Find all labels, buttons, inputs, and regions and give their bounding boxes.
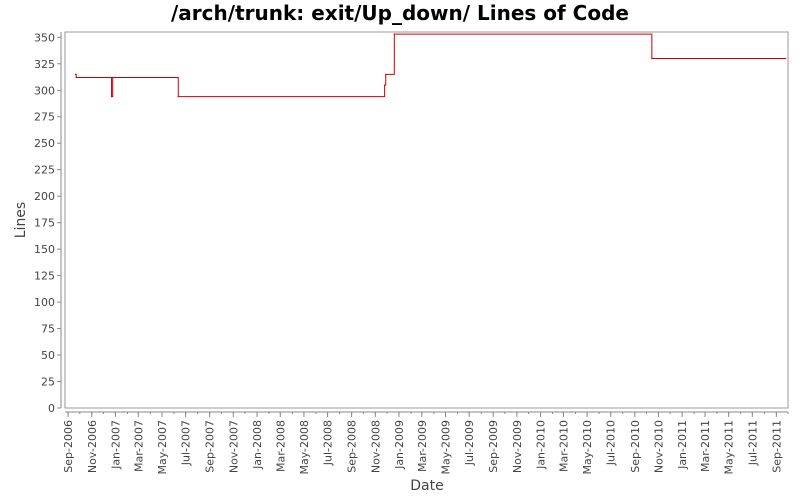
data-point	[112, 76, 114, 79]
x-tick-label: Jul-2009	[463, 420, 476, 466]
x-tick-label: Jan-2010	[535, 420, 548, 470]
y-axis-label: Lines	[13, 202, 29, 238]
x-axis-label: Date	[410, 478, 443, 494]
y-tick-label: 150	[34, 243, 55, 256]
x-tick-label: May-2010	[581, 420, 594, 475]
x-tick-label: Jul-2010	[605, 420, 618, 466]
y-tick-label: 250	[34, 137, 55, 150]
x-tick-label: May-2007	[156, 420, 169, 475]
data-point	[74, 73, 77, 75]
y-tick-label: 300	[34, 84, 55, 97]
y-tick-label: 75	[41, 323, 55, 336]
x-tick-label: Mar-2011	[699, 420, 712, 472]
x-tick-label: May-2008	[298, 420, 311, 475]
x-tick-label: Jul-2008	[322, 420, 335, 466]
y-tick-label: 175	[34, 217, 55, 230]
x-tick-label: Sep-2009	[487, 420, 500, 473]
plot-area	[64, 31, 789, 409]
y-tick-label: 275	[34, 111, 55, 124]
x-tick-label: Nov-2007	[227, 420, 240, 473]
x-tick-label: Sep-2008	[346, 420, 359, 473]
x-tick-label: Sep-2006	[62, 420, 75, 473]
data-point	[177, 96, 179, 98]
x-tick-label: Mar-2007	[132, 420, 145, 472]
x-tick-label: Jan-2009	[393, 420, 406, 470]
x-tick-label: Nov-2008	[369, 420, 382, 473]
y-tick-label: 0	[48, 402, 55, 415]
data-point	[75, 76, 77, 79]
x-tick-label: Nov-2009	[511, 420, 524, 473]
data-point	[385, 73, 387, 75]
y-tick-label: 25	[41, 376, 55, 389]
y-axis: 0 25 50 75 100 125 150 175 200 225 250 275 300 325 350	[34, 31, 62, 415]
x-tick-label: Mar-2009	[416, 420, 429, 472]
x-tick-label: Jul-2007	[180, 420, 193, 466]
x-tick-label: Jan-2011	[676, 420, 689, 470]
x-tick-label: Nov-2006	[86, 420, 99, 473]
plot-frame	[64, 31, 789, 409]
x-tick-label: Mar-2010	[557, 420, 570, 472]
x-axis: Sep-2006 Nov-2006 Jan-2007 Mar-2007 May-2007…	[62, 411, 789, 475]
y-tick-label: 350	[34, 31, 55, 44]
chart-title: /arch/trunk: exit/Up_down/ Lines of Code	[171, 1, 629, 25]
x-tick-label: Jan-2008	[251, 420, 264, 470]
x-tick-label: Sep-2011	[770, 420, 783, 473]
data-point	[393, 33, 395, 35]
x-tick-label: Sep-2007	[204, 420, 217, 473]
y-tick-label: 125	[34, 270, 55, 283]
y-tick-label: 200	[34, 190, 55, 203]
x-tick-label: Nov-2010	[652, 420, 665, 473]
series-line	[75, 33, 786, 98]
data-point	[110, 96, 113, 98]
x-tick-label: Mar-2008	[274, 420, 287, 472]
x-tick-label: Sep-2010	[629, 420, 642, 473]
y-tick-label: 325	[34, 58, 55, 71]
x-tick-label: May-2009	[440, 420, 453, 475]
data-point	[384, 84, 386, 86]
x-tick-label: Jul-2011	[746, 420, 759, 466]
x-tick-label: Jan-2007	[109, 420, 122, 470]
y-tick-label: 50	[41, 349, 55, 362]
data-point	[785, 57, 787, 60]
data-point	[651, 57, 653, 60]
y-tick-label: 225	[34, 164, 55, 177]
y-tick-label: 100	[34, 296, 55, 309]
x-tick-label: May-2011	[723, 420, 736, 475]
